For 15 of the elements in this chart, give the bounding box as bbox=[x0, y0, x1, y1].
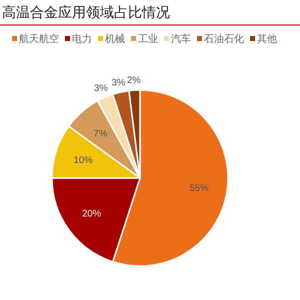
legend-label: 工业 bbox=[138, 33, 158, 45]
legend-label: 汽车 bbox=[171, 33, 191, 45]
legend-label: 电力 bbox=[72, 33, 92, 45]
data-label: 3% bbox=[112, 77, 126, 88]
legend-label: 机械 bbox=[105, 33, 125, 45]
data-label: 3% bbox=[94, 83, 108, 94]
legend-label: 航天航空 bbox=[19, 33, 59, 45]
data-label: 55% bbox=[190, 182, 210, 194]
data-label: 20% bbox=[82, 208, 102, 220]
data-label: 7% bbox=[94, 128, 108, 140]
chart-title: 高温合金应用领域占比情况 bbox=[2, 4, 170, 20]
legend-label: 其他 bbox=[257, 33, 277, 45]
legend-label: 石油石化 bbox=[204, 33, 244, 45]
data-label: 10% bbox=[74, 155, 94, 166]
data-label: 2% bbox=[126, 75, 142, 86]
